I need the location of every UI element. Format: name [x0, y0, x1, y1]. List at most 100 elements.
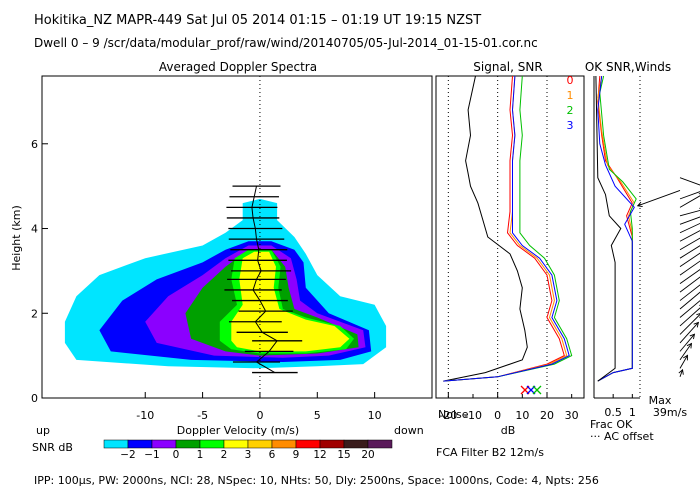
- spectra-xtick-label-2: 0: [256, 409, 263, 422]
- header-title: Hokitika_NZ MAPR-449 Sat Jul 05 2014 01:…: [34, 13, 481, 28]
- colorbar-tick-4: 2: [221, 449, 228, 461]
- winds-profile-plot: 0.5 1: [593, 75, 700, 419]
- colorbar-swatch-3: [175, 439, 201, 449]
- snr-series-0: [443, 75, 565, 382]
- colorbar-tick-0: −2: [120, 449, 135, 461]
- wind-vector-head-5: [696, 313, 700, 319]
- wind-vector-21: [679, 191, 700, 200]
- winds-xtick-label-1: 1: [629, 406, 636, 419]
- colorbar-swatch-4: [199, 439, 225, 449]
- colorbar-tick-7: 9: [293, 449, 300, 461]
- header-subtitle: Dwell 0 – 9 /scr/data/modular_prof/raw/w…: [34, 36, 538, 50]
- snr-series-3: [443, 75, 570, 382]
- colorbar-tick-3: 1: [197, 449, 204, 461]
- wind-vector-head-0: [678, 368, 684, 375]
- spectra-xtick-label-4: 10: [368, 409, 382, 422]
- winds-xtick-label-0: 0.5: [604, 406, 622, 419]
- wind-vector-head-2: [686, 342, 693, 349]
- spectra-ytick-label-3: 6: [31, 138, 38, 151]
- wind-vector-1: [679, 355, 688, 369]
- wind-vector-17: [679, 222, 700, 234]
- filter-label: FCA Filter B2 12m/s: [436, 446, 544, 459]
- wind-vector-0: [679, 369, 683, 377]
- colorbar-swatch-1: [127, 439, 153, 449]
- spectra-ylabel: Height (km): [10, 205, 23, 271]
- spectra-mean-velocity-line: [251, 186, 278, 374]
- snr-noise-marker-2: [532, 385, 542, 395]
- colorbar-swatch-5: [223, 439, 249, 449]
- wind-vector-6: [679, 307, 700, 327]
- wind-vector-head-3: [689, 333, 696, 340]
- wind-vector-head-22: [636, 201, 643, 207]
- spectra-xtick-label-0: -10: [136, 409, 154, 422]
- wind-vector-13: [679, 252, 700, 268]
- colorbar-tick-2: 0: [173, 449, 180, 461]
- colorbar-swatch-7: [271, 439, 297, 449]
- snr-xlabel: dB: [501, 424, 516, 437]
- spectra-xtick-label-1: -5: [197, 409, 208, 422]
- wind-vector-head-4: [693, 321, 700, 328]
- colorbar-swatch-10: [343, 439, 369, 449]
- snr-frame: [435, 75, 585, 399]
- colorbar-swatch-2: [151, 439, 177, 449]
- spectra-ytick-label-1: 2: [31, 307, 38, 320]
- colorbar: −2 −1 0 1 2 3 6 9 12 15 20: [103, 439, 393, 461]
- spectra-axes: -10 -5 0 5 10 0 2 4 6: [31, 75, 433, 422]
- wind-vector-head-1: [682, 354, 688, 361]
- wind-vector-14: [679, 245, 700, 259]
- colorbar-swatch-8: [295, 439, 321, 449]
- snr-series-noise: [443, 75, 528, 382]
- spectra-xlabel: Doppler Velocity (m/s): [177, 424, 299, 437]
- spectra-title: Averaged Doppler Spectra: [159, 60, 317, 74]
- wind-vector-7: [679, 300, 700, 318]
- snr-legend-1: 1: [567, 89, 574, 102]
- frac-ok-label: Frac OK: [590, 418, 633, 431]
- wind-vector-12: [679, 260, 700, 276]
- snr-xtick-minor-label-1: 10: [515, 409, 529, 422]
- wind-vector-3: [679, 333, 695, 352]
- snr-xtick-label-1: 0: [494, 409, 501, 422]
- colorbar-tick-6: 6: [269, 449, 276, 461]
- snr-xtick-label-0: -20: [439, 409, 457, 422]
- spectra-up-label: up: [36, 424, 50, 437]
- max-value: 39m/s: [653, 406, 687, 419]
- colorbar-tick-10: 20: [361, 449, 374, 461]
- wind-vector-22: [637, 189, 681, 207]
- colorbar-tick-8: 12: [313, 449, 326, 461]
- colorbar-swatch-11: [367, 439, 393, 449]
- snr-profile-plot: -20 0 20 -10 10 30 0 1 2 3: [435, 74, 585, 422]
- wind-vector-23: [679, 177, 700, 186]
- winds-series-3: [597, 75, 635, 382]
- winds-series-ac: [595, 75, 622, 382]
- wind-vector-4: [679, 322, 699, 344]
- wind-vector-11: [679, 269, 700, 284]
- colorbar-swatch-6: [247, 439, 273, 449]
- spectra-ytick-label-0: 0: [31, 392, 38, 405]
- snr-legend-3: 3: [567, 119, 574, 132]
- snr-series-2: [443, 75, 573, 382]
- spectra-xtick-label-3: 5: [314, 409, 321, 422]
- colorbar-tick-5: 3: [245, 449, 252, 461]
- colorbar-swatch-0: [103, 439, 129, 449]
- spectra-ytick-label-2: 4: [31, 223, 38, 236]
- wind-vector-9: [679, 284, 700, 301]
- max-label: Max: [649, 394, 672, 407]
- snr-legend-0: 0: [567, 74, 574, 87]
- wind-vector-18: [679, 216, 700, 225]
- wind-vector-16: [679, 230, 700, 242]
- ac-offset-label: ··· AC offset: [590, 430, 654, 443]
- noise-label: Noise: [438, 408, 469, 421]
- snr-xtick-label-2: 20: [540, 409, 554, 422]
- colorbar-swatch-9: [319, 439, 345, 449]
- snr-series-1: [443, 75, 568, 382]
- snr-title: Signal, SNR: [473, 60, 542, 74]
- snr-legend-2: 2: [567, 104, 574, 117]
- footer-params: IPP: 100μs, PW: 2000ns, NCI: 28, NSpec: …: [34, 474, 599, 487]
- colorbar-tick-1: −1: [144, 449, 159, 461]
- colorbar-label: SNR dB: [32, 441, 73, 454]
- snr-contour-level-5: [231, 251, 350, 352]
- wind-vector-10: [679, 276, 700, 293]
- spectra-contours: [64, 198, 387, 369]
- snr-xtick-minor-label-2: 30: [565, 409, 579, 422]
